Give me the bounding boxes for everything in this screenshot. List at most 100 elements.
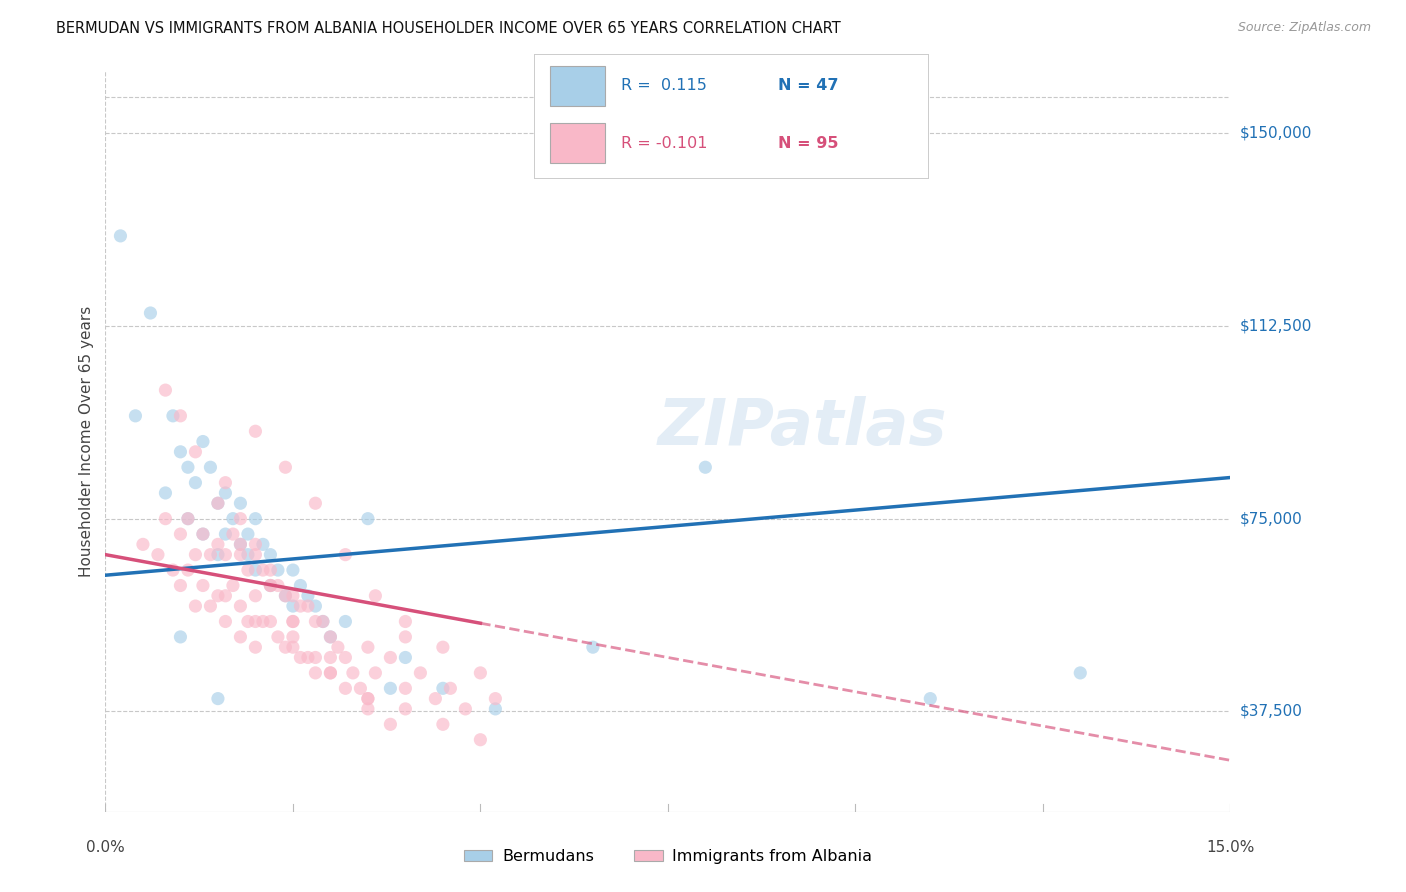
Point [335, 650, 357, 665]
Point [304, 665, 326, 680]
Point [245, 615, 267, 629]
Y-axis label: Householder Income Over 65 years: Householder Income Over 65 years [79, 306, 94, 577]
Point [207, 496, 229, 510]
Point [259, 578, 281, 592]
Point [155, 511, 177, 525]
Point [364, 665, 387, 680]
Text: BERMUDAN VS IMMIGRANTS FROM ALBANIA HOUSEHOLDER INCOME OVER 65 YEARS CORRELATION: BERMUDAN VS IMMIGRANTS FROM ALBANIA HOUS… [56, 21, 841, 37]
Point [252, 615, 274, 629]
Point [394, 615, 416, 629]
Point [259, 548, 281, 562]
Point [920, 691, 942, 706]
Point [200, 460, 222, 475]
Point [349, 681, 371, 696]
Point [582, 640, 605, 655]
Point [222, 527, 245, 541]
Point [191, 434, 214, 449]
Point [245, 563, 267, 577]
Point [259, 563, 281, 577]
Point [245, 537, 267, 551]
Text: $75,000: $75,000 [1240, 511, 1303, 526]
Point [267, 578, 290, 592]
Point [290, 650, 312, 665]
Point [169, 527, 191, 541]
Point [432, 640, 454, 655]
Point [439, 681, 461, 696]
Point [162, 563, 184, 577]
Point [207, 496, 229, 510]
Point [484, 702, 506, 716]
Point [380, 681, 402, 696]
Point [274, 460, 297, 475]
Point [394, 650, 416, 665]
Point [177, 511, 200, 525]
Point [454, 702, 477, 716]
Text: $112,500: $112,500 [1240, 318, 1312, 334]
Point [484, 691, 506, 706]
Point [184, 599, 207, 613]
Point [267, 630, 290, 644]
Point [236, 615, 259, 629]
Point [191, 527, 214, 541]
Point [425, 691, 447, 706]
Point [191, 527, 214, 541]
Point [304, 599, 326, 613]
Point [319, 630, 342, 644]
Point [470, 665, 492, 680]
Point [326, 640, 349, 655]
Point [290, 578, 312, 592]
Point [304, 650, 326, 665]
Point [335, 548, 357, 562]
Point [229, 537, 252, 551]
Point [200, 599, 222, 613]
Point [281, 599, 304, 613]
Point [297, 650, 319, 665]
Point [312, 615, 335, 629]
Point [169, 409, 191, 423]
Point [357, 640, 380, 655]
Point [214, 486, 236, 500]
Point [319, 665, 342, 680]
Legend: Bermudans, Immigrants from Albania: Bermudans, Immigrants from Albania [457, 843, 879, 871]
Point [222, 511, 245, 525]
Point [139, 306, 162, 320]
Point [184, 548, 207, 562]
Point [155, 486, 177, 500]
Text: N = 95: N = 95 [779, 136, 839, 151]
Point [252, 537, 274, 551]
Point [297, 599, 319, 613]
Point [432, 717, 454, 731]
Point [357, 511, 380, 525]
Point [245, 511, 267, 525]
Point [259, 615, 281, 629]
Point [290, 599, 312, 613]
Point [177, 563, 200, 577]
Point [191, 578, 214, 592]
Text: R =  0.115: R = 0.115 [621, 78, 707, 93]
Point [169, 578, 191, 592]
Point [177, 460, 200, 475]
Point [207, 691, 229, 706]
Point [207, 589, 229, 603]
Point [470, 732, 492, 747]
Point [146, 548, 169, 562]
Point [409, 665, 432, 680]
Point [214, 527, 236, 541]
Point [394, 702, 416, 716]
Point [229, 599, 252, 613]
Point [162, 409, 184, 423]
Point [177, 511, 200, 525]
Point [695, 460, 717, 475]
Point [394, 630, 416, 644]
Point [281, 615, 304, 629]
Text: $37,500: $37,500 [1240, 704, 1303, 719]
Point [304, 496, 326, 510]
Point [236, 563, 259, 577]
Point [274, 589, 297, 603]
Point [380, 650, 402, 665]
Point [229, 511, 252, 525]
Point [207, 537, 229, 551]
Point [335, 615, 357, 629]
Point [124, 409, 146, 423]
Point [297, 589, 319, 603]
